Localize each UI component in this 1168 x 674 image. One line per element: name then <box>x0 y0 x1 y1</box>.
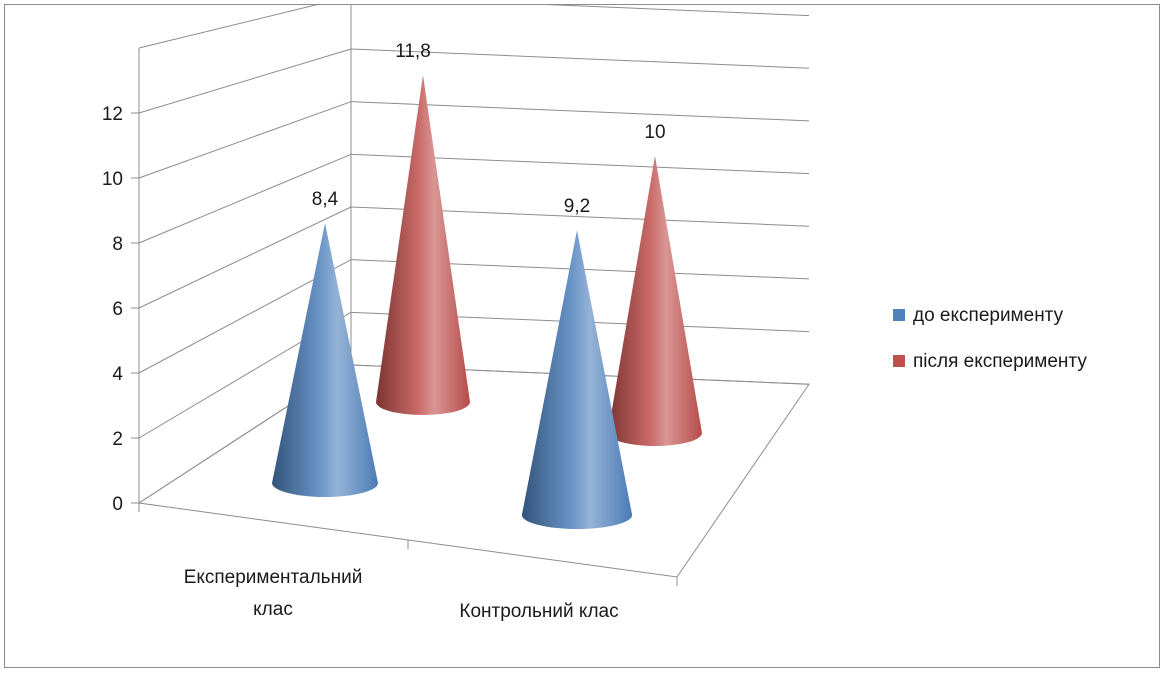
back-wall-gridline <box>545 5 810 17</box>
x-axis-category-label: Контрольний клас <box>459 601 618 622</box>
chart-frame: 0 2 4 6 8 10 12 Експериментальний клас Контрольни… <box>4 4 1160 668</box>
side-wall-gridline <box>138 48 352 114</box>
data-label: 9,2 <box>564 196 590 217</box>
y-axis-tick-label: 12 <box>102 104 123 125</box>
cone-before-1 <box>521 230 633 529</box>
side-wall-gridline <box>138 153 352 244</box>
y-axis-tick-label: 6 <box>112 299 123 320</box>
cone-before-0 <box>272 223 378 497</box>
cone-body <box>521 230 633 529</box>
side-wall-gridline <box>138 5 318 49</box>
data-label: 11,8 <box>395 41 431 62</box>
legend-label: після експерименту <box>913 351 1087 372</box>
y-axis-tick-label: 10 <box>102 169 123 190</box>
cone-body <box>272 223 378 497</box>
cone-body <box>608 155 702 446</box>
data-label: 8,4 <box>312 189 339 210</box>
y-axis-tick-label: 8 <box>112 234 123 255</box>
x-axis-category-label: Експериментальний клас <box>184 567 363 620</box>
chart-plot: 0 2 4 6 8 10 12 Експериментальний клас Контрольни… <box>102 5 1087 622</box>
y-axis-tick-label: 4 <box>112 364 123 385</box>
back-wall-gridline <box>350 101 810 122</box>
legend-swatch <box>893 355 905 367</box>
side-wall-gridline <box>138 101 352 179</box>
y-axis-tick-label: 0 <box>112 494 123 515</box>
legend-item: до експерименту <box>893 305 1064 326</box>
y-axis-tick-label: 2 <box>112 429 123 450</box>
data-label: 10 <box>644 122 665 143</box>
legend-label: до експерименту <box>913 305 1064 326</box>
cone-after-1 <box>608 155 702 446</box>
cone-after-0 <box>376 75 470 415</box>
side-wall-gridline <box>138 206 352 309</box>
legend-swatch <box>893 309 905 321</box>
chart-floor <box>137 364 810 578</box>
back-wall-gridline <box>350 48 810 69</box>
cone-body <box>376 75 470 415</box>
legend-item: після експерименту <box>893 351 1087 372</box>
